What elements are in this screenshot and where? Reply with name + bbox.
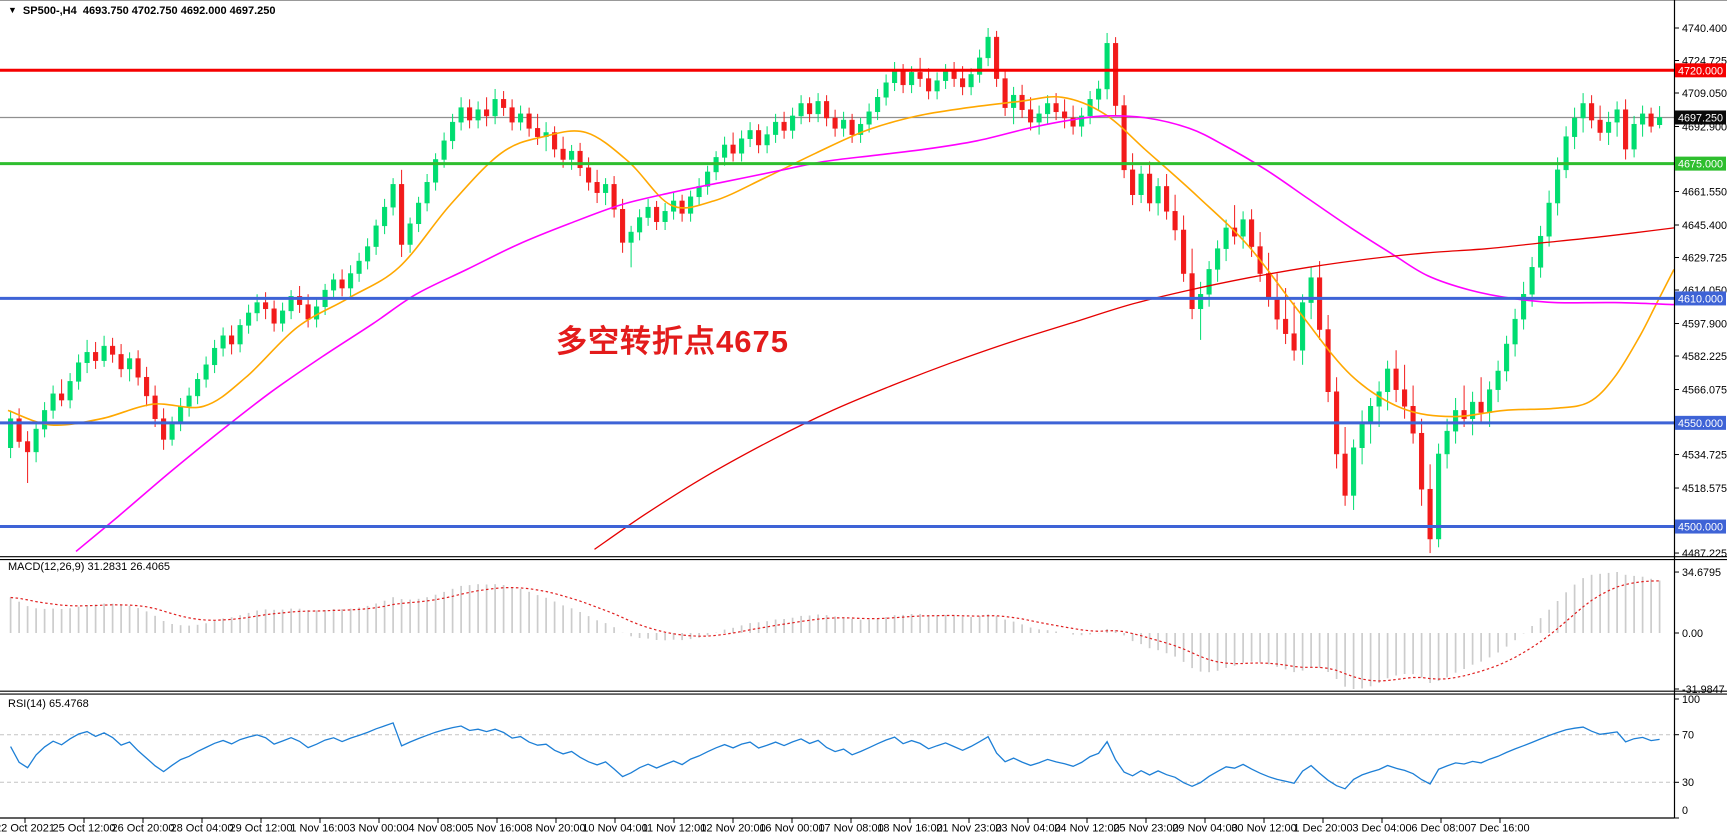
svg-text:25 Oct 12:00: 25 Oct 12:00 xyxy=(53,823,116,835)
svg-text:4518.575: 4518.575 xyxy=(1682,483,1727,495)
svg-text:4645.400: 4645.400 xyxy=(1682,220,1727,232)
svg-text:22 Oct 2021: 22 Oct 2021 xyxy=(0,823,55,835)
panel-separator-rsi[interactable] xyxy=(0,690,1727,696)
symbol-dropdown-icon[interactable]: ▼ xyxy=(8,5,17,15)
svg-text:4720.000: 4720.000 xyxy=(1678,65,1723,77)
svg-text:3 Dec 04:00: 3 Dec 04:00 xyxy=(1352,823,1411,835)
chart-annotation-text[interactable]: 多空转折点4675 xyxy=(556,324,789,359)
svg-text:28 Oct 04:00: 28 Oct 04:00 xyxy=(171,823,234,835)
svg-text:4 Nov 08:00: 4 Nov 08:00 xyxy=(408,823,467,835)
time-axis[interactable] xyxy=(0,818,1674,837)
svg-text:4610.000: 4610.000 xyxy=(1678,293,1723,305)
svg-text:30 Nov 12:00: 30 Nov 12:00 xyxy=(1231,823,1296,835)
svg-text:11 Nov 12:00: 11 Nov 12:00 xyxy=(642,823,707,835)
svg-text:4709.050: 4709.050 xyxy=(1682,88,1727,100)
svg-text:0.00: 0.00 xyxy=(1682,628,1703,640)
svg-text:4550.000: 4550.000 xyxy=(1678,418,1723,430)
svg-text:5 Nov 16:00: 5 Nov 16:00 xyxy=(467,823,526,835)
svg-text:23 Nov 04:00: 23 Nov 04:00 xyxy=(995,823,1060,835)
macd-indicator-label: MACD(12,26,9) 31.2831 26.4065 xyxy=(8,561,171,573)
svg-text:4487.225: 4487.225 xyxy=(1682,548,1727,560)
svg-text:18 Nov 16:00: 18 Nov 16:00 xyxy=(877,823,942,835)
svg-text:4500.000: 4500.000 xyxy=(1678,522,1723,534)
rsi-indicator-label: RSI(14) 65.4768 xyxy=(8,698,89,710)
svg-text:8 Nov 20:00: 8 Nov 20:00 xyxy=(526,823,585,835)
svg-text:34.6795: 34.6795 xyxy=(1682,567,1721,579)
svg-text:10 Nov 04:00: 10 Nov 04:00 xyxy=(582,823,647,835)
svg-text:4697.250: 4697.250 xyxy=(1678,112,1723,124)
svg-text:4661.550: 4661.550 xyxy=(1682,186,1727,198)
svg-text:0: 0 xyxy=(1682,805,1688,817)
svg-text:3 Nov 00:00: 3 Nov 00:00 xyxy=(349,823,408,835)
svg-text:26 Oct 20:00: 26 Oct 20:00 xyxy=(112,823,175,835)
svg-text:30: 30 xyxy=(1682,777,1694,789)
svg-text:6 Dec 08:00: 6 Dec 08:00 xyxy=(1411,823,1470,835)
svg-text:4534.725: 4534.725 xyxy=(1682,449,1727,461)
symbol-title: SP500-,H4 4693.750 4702.750 4692.000 469… xyxy=(22,5,276,17)
svg-text:29 Nov 04:00: 29 Nov 04:00 xyxy=(1172,823,1237,835)
svg-text:4740.400: 4740.400 xyxy=(1682,23,1727,35)
svg-text:25 Nov 23:00: 25 Nov 23:00 xyxy=(1113,823,1178,835)
svg-text:12 Nov 20:00: 12 Nov 20:00 xyxy=(700,823,765,835)
svg-text:4629.725: 4629.725 xyxy=(1682,252,1727,264)
svg-text:1 Nov 16:00: 1 Nov 16:00 xyxy=(290,823,349,835)
svg-text:4675.000: 4675.000 xyxy=(1678,159,1723,171)
svg-text:24 Nov 12:00: 24 Nov 12:00 xyxy=(1054,823,1119,835)
svg-text:16 Nov 00:00: 16 Nov 00:00 xyxy=(759,823,824,835)
svg-text:-31.9847: -31.9847 xyxy=(1682,684,1725,696)
panel-separator-macd[interactable] xyxy=(0,555,1727,561)
svg-text:17 Nov 08:00: 17 Nov 08:00 xyxy=(818,823,883,835)
svg-text:100: 100 xyxy=(1682,694,1700,706)
symbol-ohlc-line: ▼ SP500-,H4 4693.750 4702.750 4692.000 46… xyxy=(8,5,276,17)
svg-text:1 Dec 20:00: 1 Dec 20:00 xyxy=(1293,823,1352,835)
svg-text:7 Dec 16:00: 7 Dec 16:00 xyxy=(1470,823,1529,835)
svg-text:4566.075: 4566.075 xyxy=(1682,384,1727,396)
svg-text:70: 70 xyxy=(1682,730,1694,742)
svg-text:4597.900: 4597.900 xyxy=(1682,318,1727,330)
svg-text:21 Nov 23:00: 21 Nov 23:00 xyxy=(936,823,1001,835)
svg-text:4582.225: 4582.225 xyxy=(1682,351,1727,363)
svg-text:29 Oct 12:00: 29 Oct 12:00 xyxy=(230,823,293,835)
